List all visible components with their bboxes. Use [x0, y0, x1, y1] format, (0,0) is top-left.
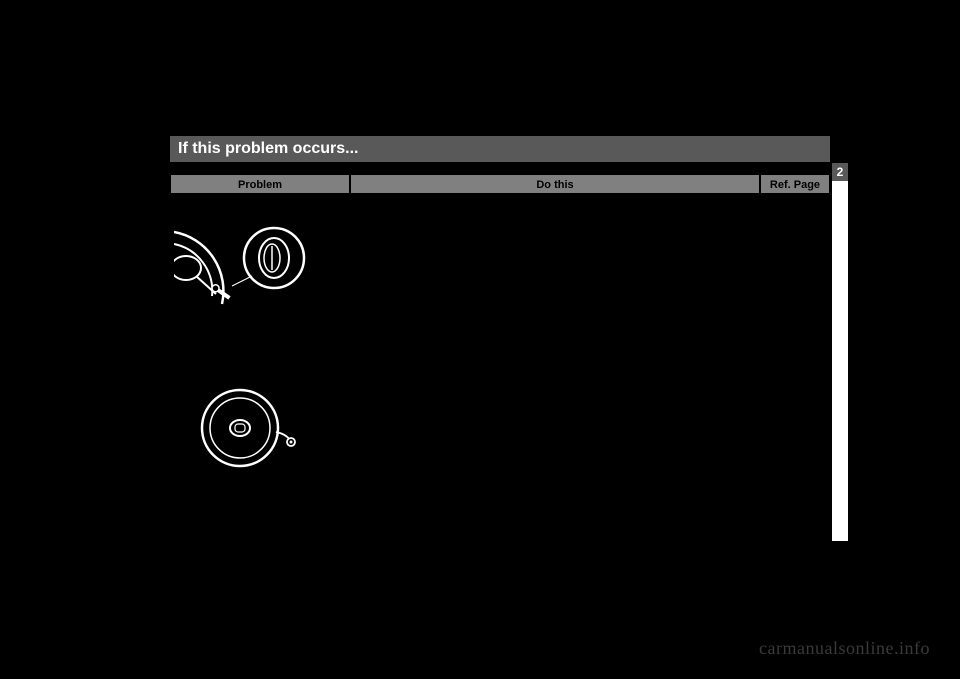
fuel-cap-illustration [190, 380, 310, 480]
section-title: If this problem occurs... [178, 140, 358, 157]
section-header: If this problem occurs... [170, 136, 830, 162]
column-header-problem: Problem [170, 174, 350, 194]
fuel-cap-icon [190, 380, 310, 480]
ignition-illustration [174, 222, 324, 322]
troubleshoot-table-header: Problem Do this Ref. Page [170, 174, 830, 194]
side-margin-bar [832, 181, 848, 541]
chapter-tab: 2 [832, 163, 848, 181]
column-header-do-this: Do this [350, 174, 760, 194]
watermark-text: carmanualsonline.info [759, 638, 930, 659]
steering-ignition-icon [174, 222, 324, 322]
column-header-ref-page: Ref. Page [760, 174, 830, 194]
chapter-number: 2 [837, 165, 844, 179]
